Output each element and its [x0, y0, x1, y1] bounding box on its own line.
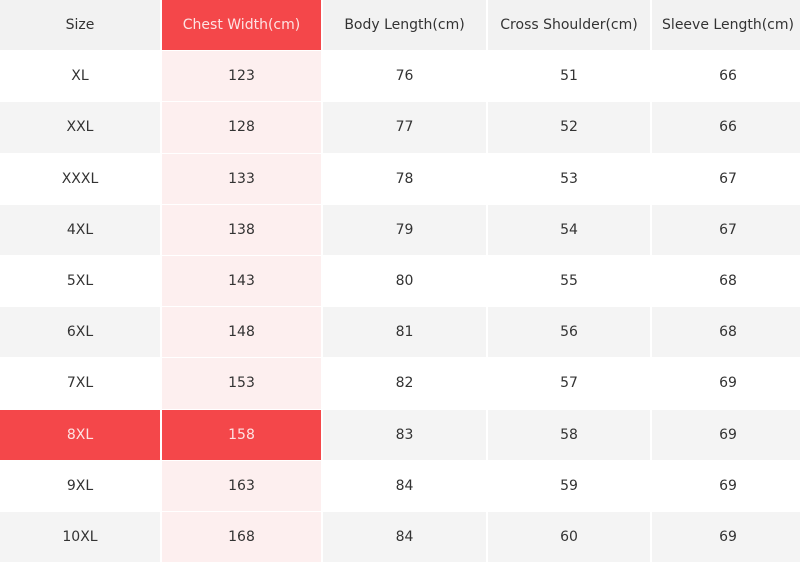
measurement-cell: 53: [488, 153, 650, 204]
measurement-cell: 128: [162, 102, 321, 153]
measurement-cell: 60: [488, 511, 650, 563]
measurement-cell: 68: [652, 307, 800, 358]
size-cell: 9XL: [0, 460, 160, 511]
table-row: XXL 128 77 52 66: [0, 102, 800, 153]
measurement-cell: 58: [488, 409, 650, 460]
measurement-cell: 52: [488, 102, 650, 153]
size-cell: 5XL: [0, 255, 160, 307]
size-cell: 7XL: [0, 358, 160, 409]
measurement-cell: 69: [652, 511, 800, 563]
header-row: Size Chest Width(cm) Body Length(cm) Cross …: [0, 0, 800, 51]
size-cell: XL: [0, 51, 160, 102]
measurement-cell: 83: [323, 409, 486, 460]
measurement-cell: 138: [162, 204, 321, 255]
table-row: 6XL 148 81 56 68: [0, 307, 800, 358]
table-row: 9XL 163 84 59 69: [0, 460, 800, 511]
table-row: 5XL 143 80 55 68: [0, 255, 800, 307]
measurement-cell: 77: [323, 102, 486, 153]
measurement-cell: 80: [323, 255, 486, 307]
measurement-cell: 76: [323, 51, 486, 102]
measurement-cell: 168: [162, 511, 321, 563]
table-row: 4XL 138 79 54 67: [0, 204, 800, 255]
column-header: Size: [0, 0, 160, 51]
measurement-cell: 143: [162, 255, 321, 307]
measurement-cell: 66: [652, 51, 800, 102]
measurement-cell: 69: [652, 460, 800, 511]
measurement-cell: 82: [323, 358, 486, 409]
measurement-cell: 81: [323, 307, 486, 358]
measurement-cell: 163: [162, 460, 321, 511]
measurement-cell: 123: [162, 51, 321, 102]
measurement-cell: 67: [652, 153, 800, 204]
measurement-cell: 69: [652, 409, 800, 460]
measurement-cell: 57: [488, 358, 650, 409]
measurement-cell: 56: [488, 307, 650, 358]
measurement-cell: 84: [323, 460, 486, 511]
measurement-cell: 68: [652, 255, 800, 307]
column-header: Body Length(cm): [323, 0, 486, 51]
size-cell: 6XL: [0, 307, 160, 358]
table-row: XL 123 76 51 66: [0, 51, 800, 102]
size-cell: 8XL: [0, 409, 160, 460]
size-cell: 10XL: [0, 511, 160, 563]
measurement-cell: 54: [488, 204, 650, 255]
measurement-cell: 67: [652, 204, 800, 255]
measurement-cell: 84: [323, 511, 486, 563]
measurement-cell: 59: [488, 460, 650, 511]
measurement-cell: 78: [323, 153, 486, 204]
column-header: Sleeve Length(cm): [652, 0, 800, 51]
measurement-cell: 153: [162, 358, 321, 409]
measurement-cell: 51: [488, 51, 650, 102]
measurement-cell: 133: [162, 153, 321, 204]
measurement-cell: 158: [162, 409, 321, 460]
size-cell: 4XL: [0, 204, 160, 255]
size-cell: XXL: [0, 102, 160, 153]
measurement-cell: 66: [652, 102, 800, 153]
measurement-cell: 69: [652, 358, 800, 409]
column-header: Chest Width(cm): [162, 0, 321, 51]
table-row: XXXL 133 78 53 67: [0, 153, 800, 204]
column-header: Cross Shoulder(cm): [488, 0, 650, 51]
size-cell: XXXL: [0, 153, 160, 204]
measurement-cell: 55: [488, 255, 650, 307]
measurement-cell: 79: [323, 204, 486, 255]
measurement-cell: 148: [162, 307, 321, 358]
table-row: 7XL 153 82 57 69: [0, 358, 800, 409]
table-row: 10XL 168 84 60 69: [0, 511, 800, 563]
table-row: 8XL 158 83 58 69: [0, 409, 800, 460]
